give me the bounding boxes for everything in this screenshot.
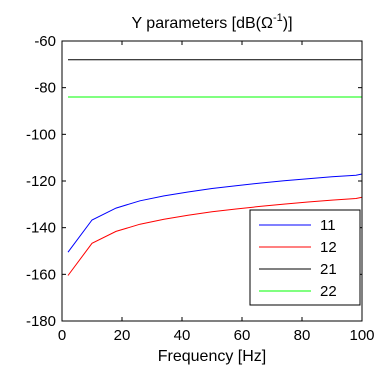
y-tick-label: -120 [26,173,56,190]
tick-layer: 0 20 40 60 80 100 -60 -80 -100 -120 -140 -160 -180 [26,33,375,344]
y-tick-label: -140 [26,220,56,237]
y-tick-label: -80 [34,80,56,97]
y-tick-label: -100 [26,126,56,143]
y-tick-label: -60 [34,33,56,50]
series-layer [67,59,363,276]
x-tick-label: 20 [114,327,131,344]
legend-label: 11 [320,217,336,234]
legend-label: 21 [320,261,337,278]
x-tick-label: 40 [174,327,191,344]
y-tick-label: -160 [26,266,56,283]
legend-label: 12 [320,239,337,256]
legend-box [249,209,361,306]
series-line-11 [67,173,363,253]
x-tick-label: 60 [234,327,251,344]
legend: 11 12 21 22 [249,209,361,306]
legend-label: 22 [320,283,337,300]
chart-title: Y parameters [dB(Ω-1)] [131,12,292,32]
x-tick-label: 100 [349,327,374,344]
x-axis-label: Frequency [Hz] [158,348,266,365]
y-tick-label: -180 [26,313,56,330]
x-tick-label: 80 [294,327,311,344]
series-line-12 [67,196,363,276]
x-tick-label: 0 [58,327,66,344]
